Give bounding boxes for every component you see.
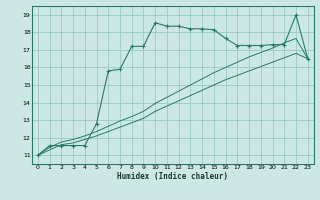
X-axis label: Humidex (Indice chaleur): Humidex (Indice chaleur): [117, 172, 228, 181]
